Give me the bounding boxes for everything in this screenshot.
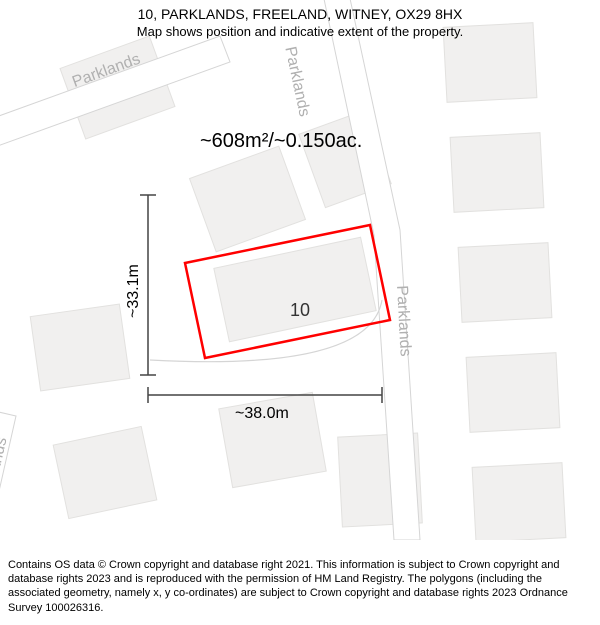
map-area: ~608m²/~0.150ac. 10 ~38.0m ~33.1m Parkla…: [0, 0, 600, 540]
page-title: 10, PARKLANDS, FREELAND, WITNEY, OX29 8H…: [10, 6, 590, 22]
dimension-width-label: ~38.0m: [235, 405, 289, 423]
dimension-height-label: ~33.1m: [125, 264, 143, 318]
area-label: ~608m²/~0.150ac.: [200, 130, 362, 153]
footer-copyright: Contains OS data © Crown copyright and d…: [0, 552, 600, 625]
plot-number: 10: [290, 300, 310, 321]
page-subtitle: Map shows position and indicative extent…: [10, 24, 590, 39]
header: 10, PARKLANDS, FREELAND, WITNEY, OX29 8H…: [0, 0, 600, 43]
street-label: Parklands: [392, 285, 414, 357]
